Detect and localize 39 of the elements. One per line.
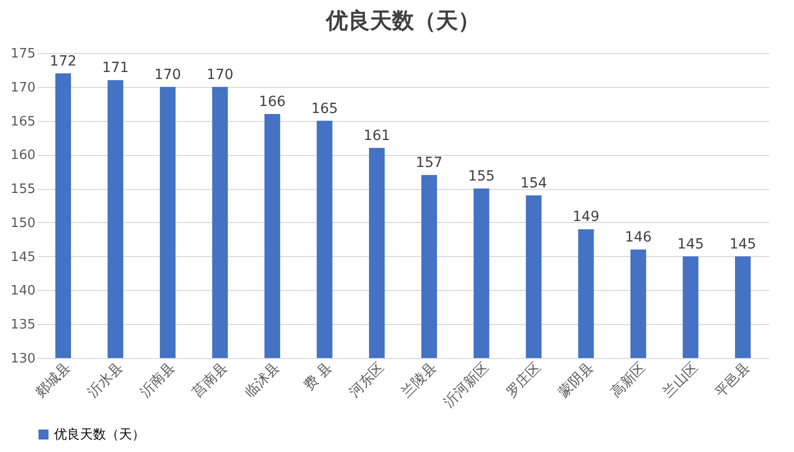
x-tick-label: 沂水县 — [85, 360, 126, 401]
x-tick-label: 蒙阴县 — [556, 360, 597, 401]
data-label: 171 — [102, 60, 129, 76]
data-label: 145 — [677, 236, 704, 252]
data-label: 157 — [416, 155, 443, 171]
x-tick-label: 莒南县 — [190, 360, 231, 401]
y-tick-label: 140 — [10, 284, 36, 299]
x-tick-label: 高新区 — [608, 360, 649, 401]
data-label: 165 — [311, 100, 338, 117]
y-tick-label: 160 — [10, 148, 36, 164]
y-tick-label: 165 — [10, 114, 36, 130]
data-label: 146 — [624, 230, 652, 246]
y-tick-label: 175 — [10, 46, 36, 62]
x-tick-label: 沂南县 — [137, 360, 178, 401]
y-tick-label: 145 — [10, 250, 36, 265]
data-label: 161 — [363, 128, 390, 144]
data-label: 155 — [468, 168, 495, 185]
x-tick-label: 沂河新区 — [441, 360, 492, 411]
data-label: 170 — [154, 66, 182, 83]
legend-label: 优良天数（天） — [54, 428, 145, 442]
x-tick-label: 河东区 — [346, 360, 388, 401]
data-label: 172 — [50, 53, 77, 70]
x-tick-label: 罗庄区 — [503, 360, 544, 401]
y-tick-label: 130 — [10, 352, 36, 366]
data-label: 149 — [572, 209, 600, 226]
x-tick-label: 平邑县 — [712, 360, 754, 401]
x-tick-label: 费 县 — [300, 360, 336, 394]
x-tick-label: 兰山区 — [660, 360, 702, 401]
data-label: 166 — [258, 94, 286, 110]
y-tick-label: 170 — [10, 80, 36, 96]
chart-title: 优良天数（天） — [325, 8, 480, 34]
x-tick-label: 兰陵县 — [398, 360, 440, 401]
x-tick-label: 临沭县 — [242, 360, 283, 401]
y-tick-label: 150 — [10, 216, 36, 231]
y-tick-label: 135 — [10, 318, 36, 333]
data-label: 145 — [729, 236, 756, 252]
data-label: 170 — [206, 66, 234, 83]
data-label: 154 — [520, 175, 548, 192]
y-tick-label: 155 — [10, 182, 36, 198]
